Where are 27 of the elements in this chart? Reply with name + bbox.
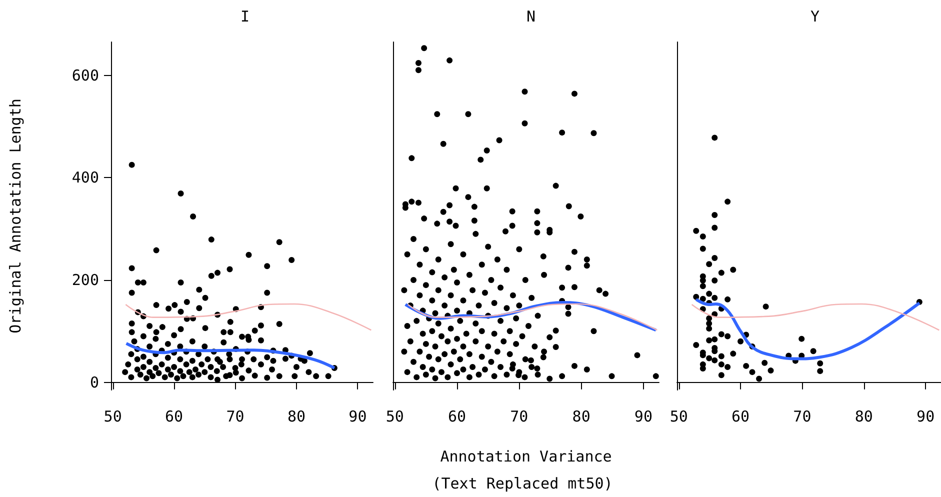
- y-axis-title: Original Annotation Length: [6, 98, 24, 334]
- chart-title: I: [240, 8, 250, 26]
- x-tick-label: 50: [386, 408, 404, 426]
- x-tick-label: 80: [854, 408, 873, 426]
- chart-title: Y: [810, 8, 820, 26]
- y-tick-label: 0: [90, 373, 99, 392]
- x-tick-label: 50: [670, 408, 688, 426]
- x-tick-label: 60: [448, 408, 466, 426]
- x-tick-label: 90: [916, 408, 935, 426]
- y-tick-label: 600: [72, 66, 99, 84]
- text: (Text Replaced mt50): [432, 474, 613, 492]
- x-tick-label: 60: [165, 408, 184, 426]
- y-tick-label: 200: [72, 270, 99, 289]
- line-series: [125, 303, 372, 331]
- y-tick-label: 400: [72, 168, 99, 187]
- x-tick-label: 90: [634, 408, 652, 426]
- x-tick-label: 60: [732, 408, 750, 426]
- x-tick-label: 50: [104, 408, 122, 426]
- chart-title: N: [526, 8, 536, 26]
- x-tick-label: 90: [348, 408, 367, 426]
- x-tick-label: 70: [793, 408, 812, 426]
- x-tick-label: 80: [572, 408, 590, 426]
- x-tick-label: 70: [226, 408, 244, 426]
- x-axis-title: Annotation Variance: [440, 448, 612, 466]
- x-tick-label: 70: [510, 408, 528, 426]
- line-series: [124, 342, 336, 370]
- x-tick-label: 80: [287, 408, 306, 426]
